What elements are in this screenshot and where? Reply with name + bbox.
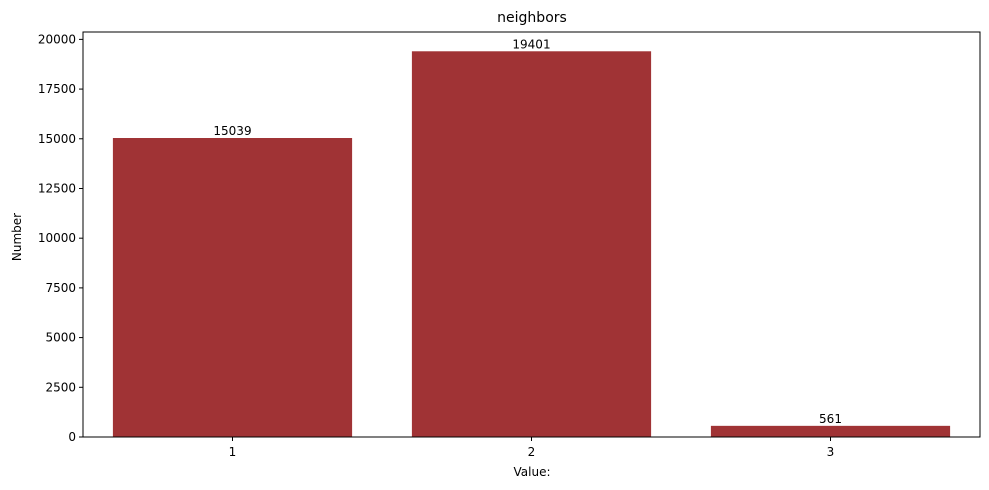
x-axis-ticks: 1 2 3 bbox=[229, 437, 835, 459]
y-axis-ticks: 0 2500 5000 7500 10000 12500 15000 17500 20000 bbox=[38, 32, 83, 444]
x-axis-label: Value: bbox=[514, 465, 551, 479]
y-tick-label: 7500 bbox=[45, 281, 76, 295]
bar-value-label: 19401 bbox=[512, 37, 550, 51]
y-tick-label: 5000 bbox=[45, 331, 76, 345]
plot-area: 15039 19401 561 bbox=[112, 37, 951, 438]
x-tick-label: 1 bbox=[229, 445, 237, 459]
y-axis-label: Number bbox=[10, 213, 24, 261]
plot-frame bbox=[82, 31, 981, 438]
y-tick-label: 12500 bbox=[38, 181, 76, 195]
chart-title: neighbors bbox=[497, 10, 567, 26]
bar-value-label: 561 bbox=[819, 412, 842, 426]
bar-value-label: 15039 bbox=[213, 124, 251, 138]
y-tick-label: 15000 bbox=[38, 132, 76, 146]
y-tick-label: 0 bbox=[68, 430, 76, 444]
x-tick-label: 3 bbox=[827, 445, 835, 459]
y-tick-label: 10000 bbox=[38, 231, 76, 245]
x-tick-label: 2 bbox=[528, 445, 536, 459]
y-tick-label: 17500 bbox=[38, 82, 76, 96]
y-tick-label: 2500 bbox=[45, 380, 76, 394]
y-tick-label: 20000 bbox=[38, 32, 76, 46]
bar-1 bbox=[112, 138, 353, 437]
bar-3 bbox=[710, 425, 951, 437]
bar-2 bbox=[411, 51, 652, 438]
